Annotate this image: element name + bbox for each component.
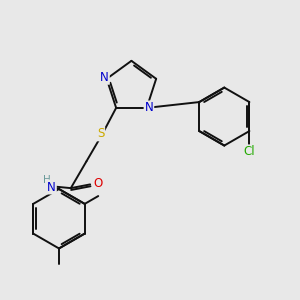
Text: N: N bbox=[100, 71, 109, 84]
Text: Cl: Cl bbox=[244, 146, 255, 158]
Text: N: N bbox=[145, 101, 153, 114]
Text: S: S bbox=[97, 128, 104, 140]
Text: H: H bbox=[43, 175, 51, 185]
Text: O: O bbox=[94, 177, 103, 190]
Text: N: N bbox=[47, 181, 56, 194]
